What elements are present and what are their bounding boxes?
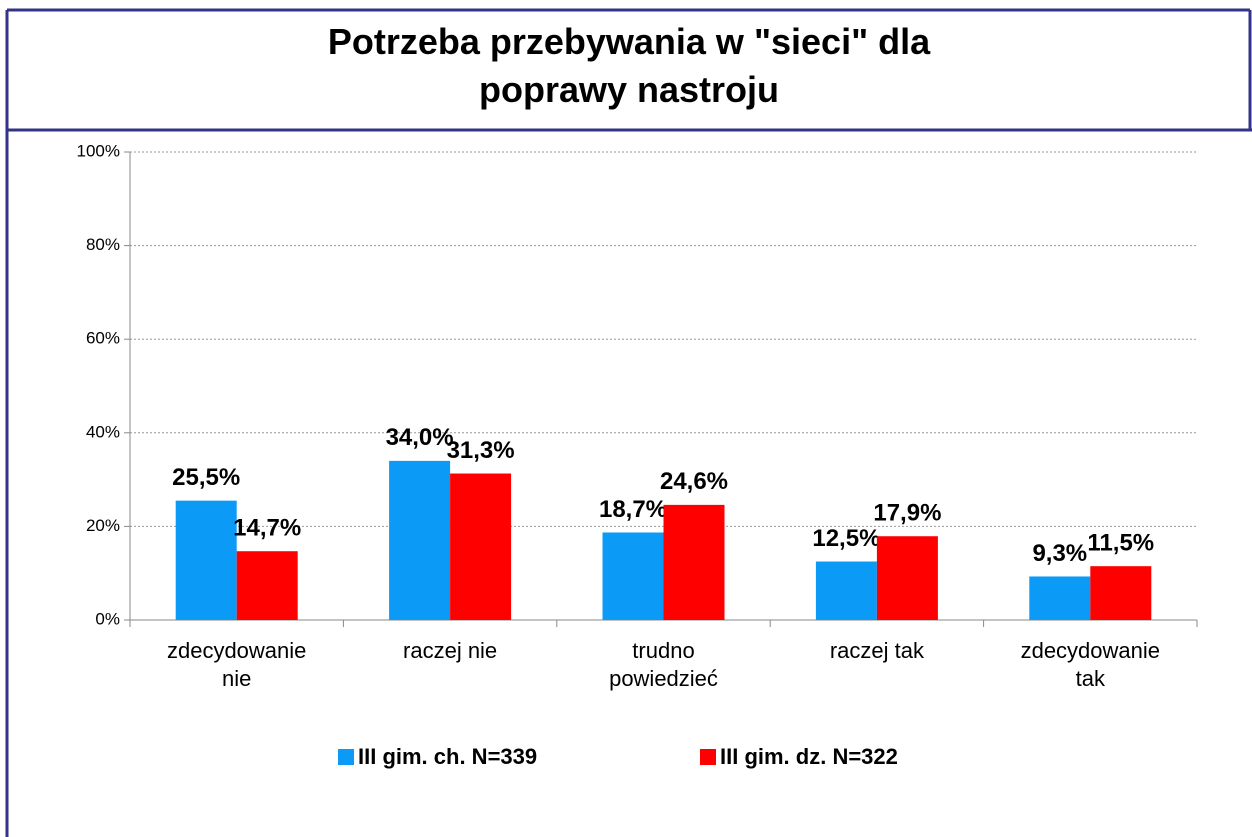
bar [389,460,451,620]
bar [663,504,725,620]
bar [236,551,298,620]
data-label: 14,7% [233,515,301,542]
bar [175,500,237,620]
legend-swatch [700,749,716,765]
x-tick-label: trudno powiedzieć [609,638,718,691]
y-tick-label: 40% [86,422,120,441]
title-text: Potrzeba przebywania w "sieci" dla popra… [327,21,931,110]
bar [450,473,512,620]
x-tick-label: raczej tak [829,638,924,663]
y-tick-label: 100% [77,141,120,160]
y-tick-label: 60% [86,329,120,348]
x-tick-label: zdecydowanie tak [1020,638,1161,691]
y-tick-label: 20% [86,516,120,535]
legend-label: III gim. ch. N=339 [358,744,537,769]
chart-title: Potrzeba przebywania w "sieci" dla popra… [8,18,1250,114]
data-label: 25,5% [172,464,240,491]
bar [876,536,938,620]
bar [1090,566,1152,620]
y-tick-label: 0% [95,609,120,628]
data-label: 17,9% [873,500,941,527]
data-label: 31,3% [447,437,515,464]
bar [815,561,877,620]
data-label: 12,5% [812,525,880,552]
data-label: 24,6% [660,468,728,495]
bar [1029,576,1091,620]
data-label: 11,5% [1087,530,1154,557]
x-tick-label: zdecydowanie nie [166,638,307,691]
data-label: 9,3% [1032,540,1087,567]
legend-swatch [338,749,354,765]
data-label: 34,0% [386,424,454,451]
bar [602,532,664,620]
y-tick-label: 80% [86,235,120,254]
data-label: 18,7% [599,496,667,523]
x-tick-label: raczej nie [403,638,498,663]
legend-label: III gim. dz. N=322 [720,744,898,769]
